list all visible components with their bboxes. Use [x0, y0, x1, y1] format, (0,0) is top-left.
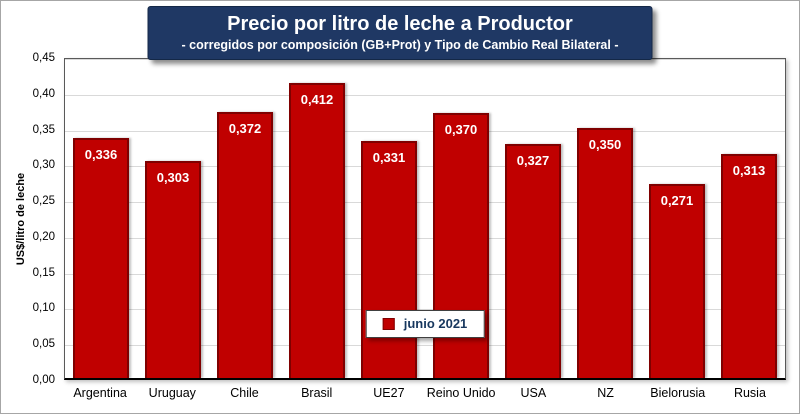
- bar-slot: 0,327: [497, 59, 569, 378]
- bar-value-label: 0,331: [372, 150, 406, 165]
- bar-value-label: 0,350: [588, 137, 622, 152]
- y-tick-label: 0,00: [32, 374, 55, 386]
- bar-brasil: 0,412: [289, 83, 345, 378]
- gridline: [65, 130, 785, 132]
- bar-slot: 0,372: [209, 59, 281, 378]
- x-category-label: Uruguay: [148, 386, 196, 400]
- y-tick-label: 0,05: [32, 338, 55, 351]
- bar-value-label: 0,372: [228, 121, 262, 136]
- bar-chile: 0,372: [217, 112, 273, 378]
- y-tick-label: 0,30: [32, 159, 55, 172]
- bar-bielorusia: 0,271: [649, 184, 705, 378]
- gridline: [65, 166, 785, 168]
- bar-value-label: 0,336: [84, 147, 118, 162]
- x-category-label: Bielorusia: [650, 386, 706, 400]
- gridline: [65, 273, 785, 275]
- x-category-label: Rusia: [733, 386, 766, 400]
- bar-slot: 0,271: [641, 59, 713, 378]
- x-category-label: Reino Unido: [426, 386, 496, 400]
- bar-value-label: 0,327: [516, 153, 550, 168]
- x-category-label: Argentina: [73, 386, 127, 400]
- y-tick-label: 0,25: [32, 195, 55, 208]
- bar-value-label: 0,370: [444, 122, 478, 137]
- y-tick-label: 0,15: [32, 266, 55, 279]
- bar-argentina: 0,336: [73, 138, 129, 378]
- y-tick-label: 0,35: [32, 123, 55, 136]
- bar-ue27: 0,331: [361, 141, 417, 378]
- y-tick-label: 0,20: [32, 230, 55, 243]
- x-axis-category-labels: Argentina Uruguay Chile Brasil UE27 Reino Uni…: [64, 386, 786, 400]
- gridline: [65, 202, 785, 204]
- bar-slot: 0,412: [281, 59, 353, 378]
- y-tick-label: 0,40: [32, 87, 55, 100]
- bar-nz: 0,350: [577, 128, 633, 378]
- x-category-label: UE27: [373, 386, 405, 400]
- bar-slot: 0,303: [137, 59, 209, 378]
- bar-usa: 0,327: [505, 144, 561, 378]
- x-category-label: Brasil: [301, 386, 333, 400]
- y-tick-label: 0,10: [32, 302, 55, 315]
- x-category-label: USA: [520, 386, 547, 400]
- gridline: [65, 309, 785, 311]
- legend: junio 2021: [365, 310, 485, 338]
- bar-slot: 0,313: [713, 59, 785, 378]
- bar-slot: 0,350: [569, 59, 641, 378]
- x-category-label: NZ: [597, 386, 614, 400]
- y-tick-label: 0,45: [32, 52, 55, 64]
- gridline: [65, 237, 785, 239]
- bar-value-label: 0,303: [156, 170, 190, 185]
- bar-series-junio-2021: 0,336 0,303 0,372 0,412 0,331 0,370 0,327 0,350…: [65, 59, 785, 378]
- bar-value-label: 0,412: [300, 92, 334, 107]
- chart-subtitle: - corregidos por composición (GB+Prot) y…: [181, 38, 619, 52]
- bar-slot: 0,331: [353, 59, 425, 378]
- y-axis-tick-labels: 0,00 0,05 0,10 0,15 0,20 0,25 0,30 0,35 0,40 0,45: [1, 52, 59, 386]
- bar-reino-unido: 0,370: [433, 113, 489, 378]
- bar-value-label: 0,313: [732, 163, 766, 178]
- gridline: [65, 94, 785, 96]
- chart-title: Precio por litro de leche a Productor: [227, 13, 573, 35]
- bar-slot: 0,336: [65, 59, 137, 378]
- x-category-label: Chile: [230, 386, 259, 400]
- plot-area: 0,336 0,303 0,372 0,412 0,331 0,370 0,327 0,350…: [64, 58, 786, 380]
- bar-rusia: 0,313: [721, 154, 777, 378]
- gridline: [65, 345, 785, 347]
- bar-value-label: 0,271: [660, 193, 694, 208]
- bar-uruguay: 0,303: [145, 161, 201, 378]
- chart-title-box: Precio por litro de leche a Productor - …: [147, 6, 653, 60]
- legend-label: junio 2021: [403, 316, 468, 331]
- legend-marker-icon: [382, 317, 395, 330]
